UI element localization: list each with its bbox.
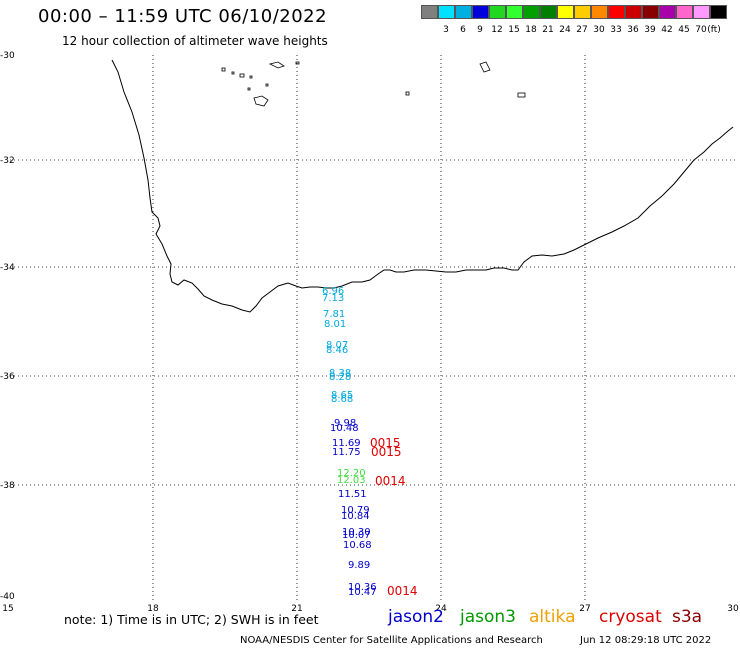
orbit-number: 0015 — [370, 436, 401, 450]
swh-value: 11.69 — [332, 438, 361, 449]
colorbar-tick-label: 12 — [491, 25, 503, 35]
colorbar-swatch — [676, 5, 693, 19]
swh-value: 11.75 — [332, 447, 361, 458]
colorbar-tick-label: 33 — [610, 25, 622, 35]
colorbar-swatch — [421, 5, 438, 19]
colorbar-tick-label: 18 — [525, 25, 537, 35]
units-note: note: 1) Time is in UTC; 2) SWH is in fe… — [64, 612, 319, 627]
swh-value: 10.47 — [348, 587, 377, 598]
colorbar-tick-label: 3 — [443, 25, 449, 35]
longitude-labels: 15 18 21 24 27 30 — [2, 604, 739, 614]
colorbar-swatch — [608, 5, 625, 19]
swh-value: 9.89 — [348, 560, 370, 571]
latitude-label: -38 — [0, 481, 15, 491]
swh-value: 8.01 — [324, 319, 346, 330]
swh-value: 12.03 — [337, 475, 366, 486]
swh-value: 6.96 — [322, 286, 344, 297]
colorbar-swatch — [506, 5, 523, 19]
latitude-label: -32 — [0, 156, 15, 166]
swh-value: 8.07 — [326, 340, 348, 351]
colorbar-swatch — [438, 5, 455, 19]
swh-value: 10.30 — [342, 527, 371, 538]
colorbar-tick-label: 45 — [678, 25, 690, 35]
swh-value: 8.68 — [331, 394, 353, 405]
colorbar-swatch — [455, 5, 472, 19]
longitude-label: 30 — [727, 604, 739, 614]
colorbar-swatch — [523, 5, 540, 19]
map-title: 00:00 – 11:59 UTC 06/10/2022 — [38, 6, 328, 27]
legend-s3a: s3a — [672, 607, 703, 627]
colorbar-swatch — [710, 5, 727, 19]
swh-value: 8.28 — [329, 372, 351, 383]
colorbar-tick-label: 39 — [644, 25, 656, 35]
swh-value: 7.81 — [323, 309, 345, 320]
swh-observations: 6.967.13 7.818.01 8.078.46 8.388.28 8.658.68… — [322, 286, 377, 598]
colorbar-swatch — [574, 5, 591, 19]
swh-value: 11.51 — [338, 489, 367, 500]
longitude-label: 27 — [579, 604, 590, 614]
colorbar-swatch — [489, 5, 506, 19]
swh-value: 12.20 — [337, 468, 366, 479]
swh-value: 10.79 — [341, 505, 370, 516]
legend-jason3: jason3 — [460, 607, 516, 627]
colorbar-tick-label: 42 — [661, 25, 673, 35]
latitude-label: -30 — [0, 51, 15, 61]
colorbar-tick-label: 30 — [593, 25, 605, 35]
swh-value: 10.68 — [343, 540, 372, 551]
colorbar-tick-label: 21 — [542, 25, 554, 35]
colorbar-swatch — [693, 5, 710, 19]
longitude-label: 21 — [291, 604, 302, 614]
colorbar-swatch — [472, 5, 489, 19]
legend-altika: altika — [529, 607, 576, 627]
colorbar-tick-label: 27 — [576, 25, 588, 35]
map-subtitle: 12 hour collection of altimeter wave hei… — [62, 34, 328, 48]
swh-value: 10.07 — [342, 530, 371, 541]
colorbar-swatch — [591, 5, 608, 19]
longitude-label: 18 — [147, 604, 159, 614]
latitude-label: -34 — [0, 263, 15, 273]
colorbar-tick-label: 9 — [477, 25, 483, 35]
orbit-number: 0014 — [375, 474, 406, 488]
colorbar-tick-label: 24 — [559, 25, 571, 35]
legend-cryosat: cryosat — [599, 607, 662, 627]
latitude-label: -40 — [0, 592, 15, 602]
longitude-label: 15 — [2, 604, 13, 614]
swh-value: 7.13 — [322, 293, 344, 304]
graticule — [10, 55, 736, 600]
longitude-label: 24 — [435, 604, 447, 614]
orbit-number: 0015 — [371, 445, 402, 459]
swh-value: 10.84 — [341, 511, 370, 522]
colorbar-swatch — [540, 5, 557, 19]
swh-value: 8.46 — [326, 345, 348, 356]
swh-value: 8.65 — [331, 390, 353, 401]
colorbar-swatch — [659, 5, 676, 19]
swh-value: 10.48 — [330, 423, 359, 434]
latitude-label: -36 — [0, 372, 15, 382]
colorbar-tick-label: 6 — [460, 25, 466, 35]
orbit-number: 0014 — [387, 584, 418, 598]
colorbar-swatch — [625, 5, 642, 19]
colorbar-tick-label: 15 — [508, 25, 520, 35]
swh-value: 8.38 — [329, 368, 351, 379]
swh-value: 10.36 — [348, 582, 377, 593]
colorbar-tick-label: 36 — [627, 25, 639, 35]
latitude-labels: -30 -32 -34 -36 -38 -40 — [0, 51, 15, 602]
footer-agency: NOAA/NESDIS Center for Satellite Applica… — [240, 635, 543, 646]
coastline-south-africa — [111, 59, 734, 313]
legend-jason2: jason2 — [388, 607, 444, 627]
footer-timestamp: Jun 12 08:29:18 UTC 2022 — [580, 635, 712, 646]
swh-value: 9.98 — [334, 418, 356, 429]
colorbar-unit-label: (ft) — [707, 25, 721, 35]
colorbar-tick-label: 70 — [695, 25, 707, 35]
colorbar-swatch — [557, 5, 574, 19]
islands — [221, 61, 526, 107]
colorbar-swatch — [642, 5, 659, 19]
